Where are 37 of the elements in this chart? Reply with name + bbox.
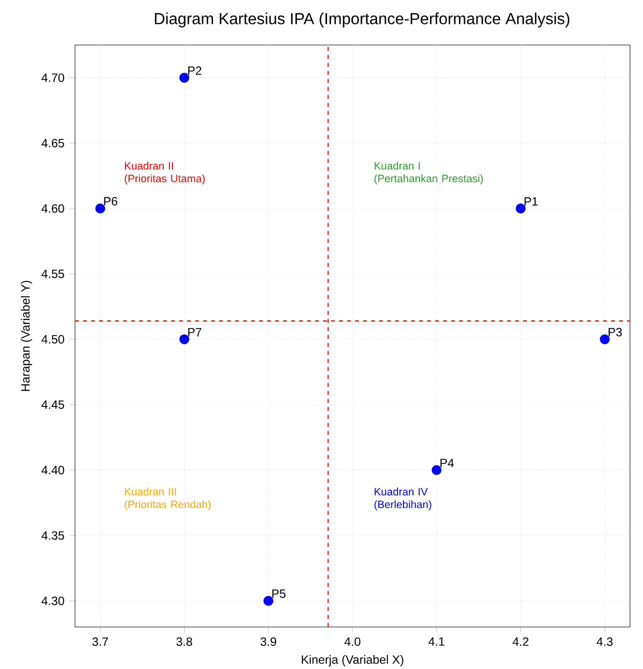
x-tick-label: 4.1: [428, 637, 444, 646]
point: [263, 596, 274, 606]
y-tick-label: 4.70: [42, 73, 64, 82]
y-tick-label: 4.60: [42, 204, 64, 213]
annotation: Kuadran III (Prioritas Rendah): [124, 488, 211, 510]
series-label: P7: [188, 328, 202, 336]
annotation: Kuadran I (Pertahankan Prestasi): [374, 162, 483, 184]
x-tick-label: 4.3: [596, 637, 613, 646]
point: [516, 204, 526, 214]
y-tick-label: 4.55: [42, 270, 64, 278]
x-tick-label: 3.9: [260, 637, 276, 646]
series-label: P6: [104, 197, 118, 206]
point: [179, 334, 190, 344]
series-label: P4: [440, 458, 454, 468]
series-label: P3: [608, 328, 622, 336]
series-label: P2: [188, 66, 202, 75]
point: [600, 334, 610, 344]
annotation: Kuadran IV (Berlebihan): [374, 488, 432, 510]
y-tick-label: 4.35: [42, 531, 64, 540]
y-tick-label: 4.30: [42, 596, 64, 606]
series-label: P1: [524, 197, 538, 206]
chart-title: Diagram Kartesius IPA (Importance-Performance Analysis): [154, 12, 570, 28]
series-label: P5: [272, 590, 286, 598]
y-tick-label: 4.65: [42, 138, 64, 148]
point: [432, 465, 442, 475]
x-tick-label: 3.8: [176, 637, 192, 646]
x-tick-label: 4.2: [512, 637, 528, 646]
annotation: Kuadran II (Prioritas Utama): [124, 162, 205, 184]
point: [95, 204, 106, 214]
x-tick-label: 4.0: [344, 637, 360, 646]
point: [179, 72, 190, 83]
y-tick-label: 4.45: [42, 400, 64, 409]
y-tick-label: 4.50: [42, 335, 64, 344]
y-tick-label: 4.40: [42, 466, 64, 474]
x-tick-label: 3.7: [92, 637, 108, 646]
x-axis-title: Kinerja (Variabel X): [302, 655, 404, 666]
y-axis-title: Harapan (Variabel Y): [20, 280, 32, 391]
